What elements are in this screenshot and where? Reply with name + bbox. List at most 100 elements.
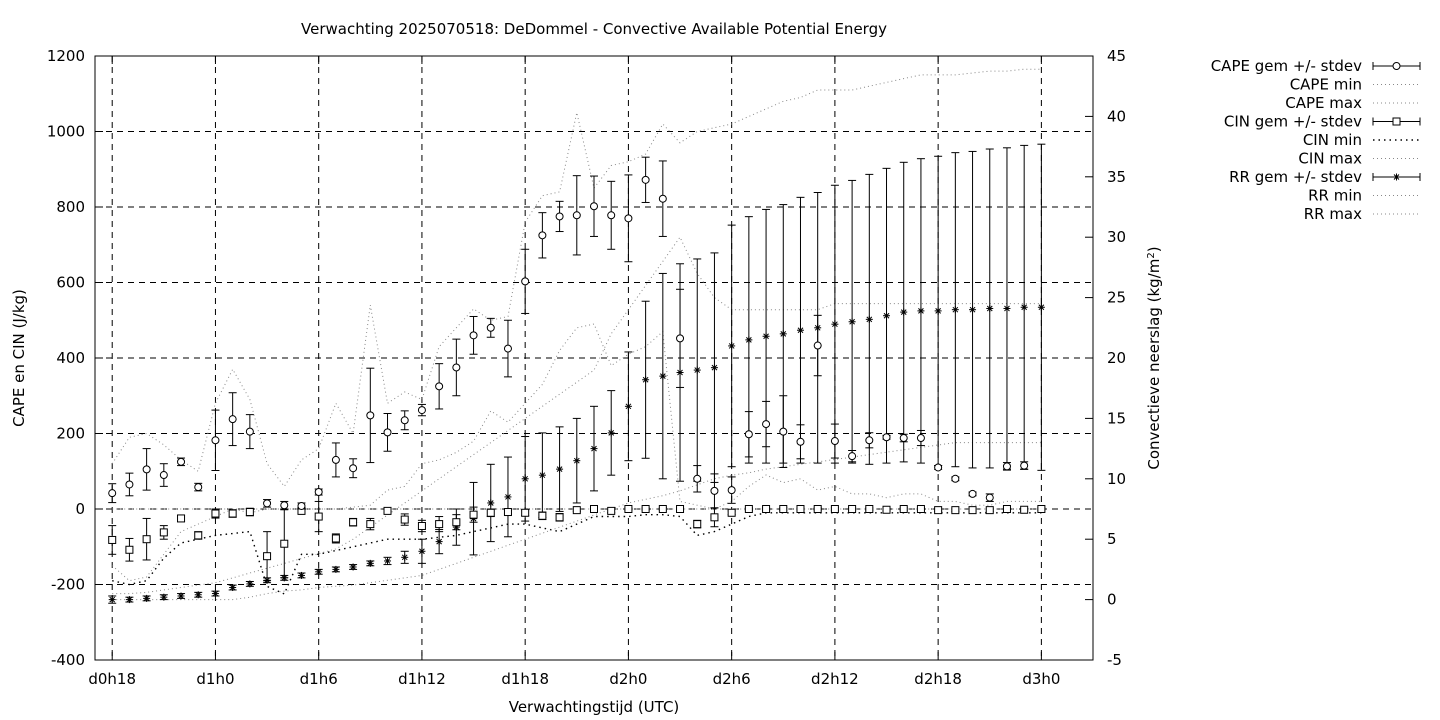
cin-mean-point [417, 521, 426, 530]
rr-mean-point [177, 592, 185, 600]
y-tick-label: 1000 [47, 123, 85, 141]
rr-mean-point [831, 320, 839, 328]
cape-mean-point [607, 211, 616, 220]
star-stroke [556, 466, 563, 472]
star-stroke [333, 566, 339, 573]
rr-mean-point [728, 342, 736, 350]
star-stroke [384, 558, 391, 564]
cape-mean-point [813, 341, 822, 350]
legend-label: CAPE min [1290, 76, 1362, 94]
star-stroke [109, 596, 116, 603]
rr-mean-point [590, 445, 598, 453]
star-stroke [487, 500, 494, 506]
y-tick-label: 600 [56, 274, 85, 292]
star-stroke [986, 305, 993, 312]
rr-mean-point [986, 304, 994, 312]
rr-mean-point [194, 591, 202, 599]
rr-mean-point [384, 557, 392, 565]
star-stroke [935, 308, 941, 314]
star-stroke [178, 593, 184, 599]
star-stroke [1004, 305, 1010, 312]
grid-layer [95, 56, 1093, 660]
cape-mean-point [572, 211, 581, 220]
rr-mean-point [1003, 304, 1011, 312]
star-stroke [350, 564, 356, 570]
star-stroke [625, 403, 632, 410]
cin-mean-point [848, 505, 857, 513]
cin-mean-point [762, 505, 771, 513]
legend-entry: CAPE max [1285, 94, 1420, 112]
star-stroke [969, 306, 976, 313]
legend-label: CIN min [1303, 131, 1362, 149]
cape-min-line [111, 323, 1042, 582]
star-stroke [832, 321, 838, 328]
star-stroke [539, 472, 546, 479]
cin-mean-point [142, 535, 151, 544]
legend-label: RR gem +/- stdev [1229, 168, 1362, 186]
cape-mean-point [934, 463, 943, 472]
cape-mean-point [366, 411, 375, 420]
cin-mean-point [813, 505, 822, 513]
cape-mean-point [314, 488, 323, 497]
cape-mean-point [417, 406, 426, 415]
rr-mean-point [108, 596, 116, 604]
legend-entry: CAPE min [1290, 76, 1420, 94]
rr-mean-point [401, 553, 409, 561]
cape-mean-point [400, 416, 409, 425]
cin-mean-point [452, 518, 461, 527]
star-stroke [866, 316, 873, 323]
cape-mean-point [830, 437, 839, 446]
cin-mean-point [469, 510, 478, 519]
rr-mean-point [487, 499, 495, 507]
rr-mean-point [1020, 303, 1028, 311]
cin-mean-point [1002, 505, 1011, 513]
legend-swatch-marker [1392, 117, 1401, 126]
cin-mean-point [899, 505, 908, 513]
cape-mean-point [796, 437, 805, 446]
star-stroke [298, 572, 305, 579]
star-stroke [212, 590, 219, 597]
y2-tick-label: 15 [1107, 409, 1126, 427]
rr-mean-point [573, 457, 581, 465]
cape-mean-point [263, 499, 272, 508]
star-stroke [591, 445, 597, 452]
cape-mean-point [538, 231, 547, 240]
y2-tick-label: 25 [1107, 289, 1126, 307]
star-stroke [401, 554, 408, 561]
rr-mean-point [624, 402, 632, 410]
legend-entry: RR max [1304, 205, 1420, 223]
cape-mean-point [452, 363, 461, 372]
star-stroke [763, 333, 769, 340]
cin-mean-point [830, 505, 839, 513]
star-stroke [315, 568, 322, 575]
legend-entry: CAPE gem +/- stdev [1211, 57, 1421, 75]
series-layer [108, 68, 1046, 604]
rr-mean-point [211, 590, 219, 598]
star-stroke [918, 308, 924, 314]
cape-mean-point [624, 214, 633, 223]
legend-label: CAPE max [1285, 94, 1362, 112]
star-stroke [367, 560, 374, 567]
cin-mean-point [727, 508, 736, 517]
cape-mean-point [331, 455, 340, 464]
cin-mean-point [796, 505, 805, 513]
star-stroke [608, 430, 615, 436]
cin-mean-point [349, 518, 358, 527]
rr-mean-point [521, 475, 529, 483]
y2-tick-label: 20 [1107, 349, 1126, 367]
x-tick-label: d2h12 [811, 670, 859, 688]
star-stroke [247, 581, 253, 587]
y2-tick-label: 35 [1107, 168, 1126, 186]
star-stroke [728, 343, 735, 349]
cin-mean-point [125, 545, 134, 554]
cape-mean-point [177, 457, 186, 466]
cape-mean-series [108, 156, 1029, 510]
cin-mean-point [366, 520, 375, 529]
cape-mean-point [676, 334, 685, 343]
cin-mean-point [108, 535, 117, 544]
cape-mean-point [882, 433, 891, 442]
rr-mean-point [418, 547, 426, 555]
rr-mean-point [848, 318, 856, 326]
